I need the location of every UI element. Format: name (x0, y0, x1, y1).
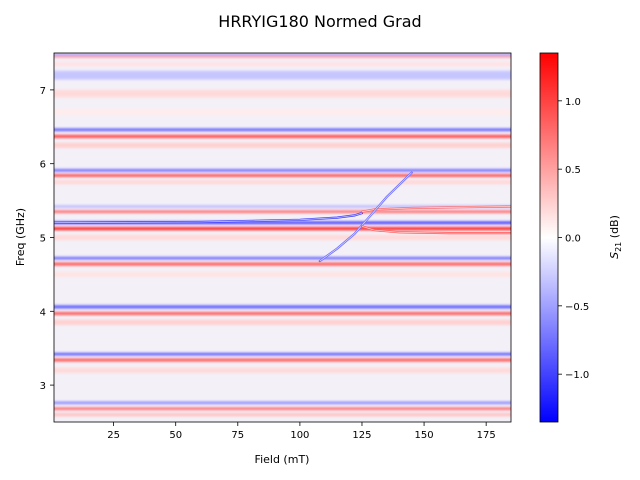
x-tick-label-75: 75 (231, 430, 244, 441)
x-axis-label: Field (mT) (255, 453, 310, 466)
band-27 (54, 407, 511, 410)
band-5 (54, 109, 511, 115)
band-22 (54, 319, 511, 325)
band-17 (54, 257, 511, 260)
band-24 (54, 358, 511, 362)
band-1 (54, 55, 511, 58)
frequency-bands (54, 53, 511, 417)
band-9 (54, 169, 511, 172)
colorbar (539, 52, 559, 423)
anticrossing-branches (54, 171, 511, 263)
colorbar-label-sub: 21 (614, 242, 623, 252)
y-tick-label-3: 3 (40, 381, 46, 392)
y-axis-label: Freq (GHz) (14, 208, 27, 266)
y-tick-label-4: 4 (40, 307, 46, 318)
band-20 (54, 305, 511, 309)
band-16 (54, 234, 511, 241)
band-8 (54, 142, 511, 148)
x-axis-ticks: 25 50 75 100 125 150 175 (107, 422, 496, 441)
band-15 (54, 227, 511, 231)
colorbar-tick-label-4: 1.0 (565, 97, 581, 108)
band-4 (54, 89, 511, 98)
branch-highlight-1 (361, 206, 511, 213)
band-6 (54, 128, 511, 131)
colorbar-label: S21 (dB) (608, 215, 623, 259)
y-tick-label-7: 7 (40, 86, 46, 97)
x-tick-label-25: 25 (107, 430, 120, 441)
band-18 (54, 262, 511, 266)
colorbar-tick-label-1: −0.5 (565, 302, 589, 313)
band-12 (54, 205, 511, 208)
chart-title: HRRYIG180 Normed Grad (218, 12, 421, 31)
y-tick-label-5: 5 (40, 234, 46, 245)
branch-highlight-3 (361, 226, 511, 234)
band-19 (54, 271, 511, 277)
band-13 (54, 210, 511, 213)
x-tick-label-100: 100 (290, 430, 309, 441)
band-3 (54, 70, 511, 80)
band-10 (54, 174, 511, 177)
colorbar-label-unit: (dB) (608, 215, 621, 242)
colorbar-label-main: S (608, 252, 621, 259)
band-26 (54, 401, 511, 404)
band-14 (54, 221, 511, 224)
x-tick-label-125: 125 (352, 430, 371, 441)
x-tick-label-150: 150 (415, 430, 434, 441)
branch-highlight-0 (54, 212, 363, 224)
colorbar-ticks: −1.0 −0.5 0.0 0.5 1.0 (558, 97, 589, 381)
y-tick-label-6: 6 (40, 160, 46, 171)
band-2 (54, 61, 511, 67)
band-25 (54, 367, 511, 373)
band-23 (54, 352, 511, 356)
band-21 (54, 312, 511, 315)
branch-highlight-2 (319, 172, 412, 262)
colorbar-tick-label-3: 0.5 (565, 165, 581, 176)
band-7 (54, 134, 511, 138)
y-axis-ticks: 3 4 5 6 7 (40, 86, 54, 392)
x-tick-label-175: 175 (477, 430, 496, 441)
band-11 (54, 179, 511, 185)
colorbar-tick-label-0: −1.0 (565, 370, 589, 381)
colorbar-tick-label-2: 0.0 (565, 234, 581, 245)
x-tick-label-50: 50 (169, 430, 182, 441)
band-28 (54, 412, 511, 417)
plot-area (54, 53, 511, 422)
band-0 (54, 53, 511, 56)
